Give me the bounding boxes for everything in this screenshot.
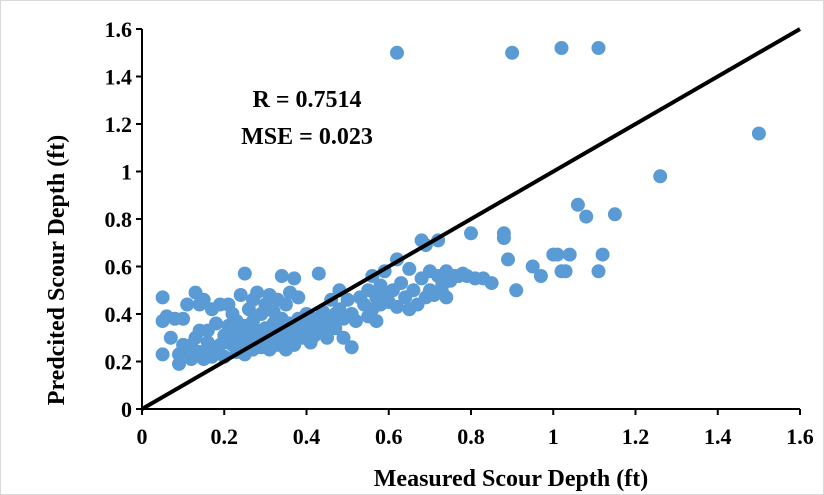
annotation-mse: MSE = 0.023 [241,124,373,150]
data-point-81 [287,271,302,286]
data-point-132 [402,261,417,276]
data-point-172 [579,209,594,224]
data-point-178 [751,126,766,141]
x-tick-label-3: 0.6 [375,424,403,449]
data-point-109 [340,292,355,307]
x-tick-label-2: 0.4 [293,424,321,449]
data-point-43 [233,288,248,302]
data-point-10 [180,297,195,312]
y-tick-label-2: 0.4 [105,302,133,327]
data-point-169 [558,264,573,279]
data-point-26 [209,316,223,331]
x-tick-label-4: 0.8 [457,424,485,449]
data-point-1 [155,347,170,362]
data-point-154 [464,226,478,241]
y-axis-title: Predcited Scour Depth (ft) [44,135,70,405]
data-point-171 [570,197,585,212]
data-point-0 [155,290,170,305]
x-tick-label-7: 1.4 [704,424,732,449]
x-axis-title: Measured Scour Depth (ft) [374,466,648,492]
data-point-167 [554,41,569,55]
data-point-19 [196,292,211,307]
data-point-111 [344,340,359,355]
y-tick-label-3: 0.6 [105,255,133,280]
data-point-157 [484,276,499,291]
data-point-162 [509,283,524,298]
x-tick-label-1: 0.2 [211,424,239,449]
data-point-166 [550,247,565,262]
y-tick-label-6: 1.2 [105,112,133,137]
data-point-112 [348,314,363,329]
data-point-95 [311,266,326,281]
data-point-159 [496,231,511,245]
x-tick-labels: 0 0.2 0.4 0.6 0.8 1 1.2 1.4 1.6 [137,424,814,449]
x-tick-label-5: 1 [548,424,559,449]
data-point-148 [439,290,454,305]
data-point-177 [653,169,668,184]
data-point-164 [533,269,548,283]
x-tick-label-0: 0 [137,424,148,449]
data-point-134 [406,283,421,298]
data-point-173 [591,41,606,55]
data-point-8 [176,311,191,326]
data-point-107 [336,330,351,345]
y-tick-label-1: 0.2 [105,350,133,375]
y-tick-label-8: 1.6 [105,17,133,42]
data-point-4 [163,330,178,345]
x-tick-label-8: 1.6 [786,424,814,449]
y-tick-label-7: 1.4 [105,65,133,90]
data-point-104 [328,321,343,336]
data-point-44 [237,266,252,281]
x-tick-label-6: 1.2 [622,424,650,449]
data-point-77 [278,297,293,312]
data-point-129 [390,299,404,314]
data-point-100 [320,330,335,345]
data-point-120 [369,314,384,329]
annotation-r: R = 0.7514 [252,87,361,113]
data-point-174 [591,264,606,279]
points-layer [155,41,766,371]
y-tick-label-4: 0.8 [105,207,133,232]
data-point-170 [562,247,577,262]
data-point-72 [274,269,289,283]
data-point-56 [250,285,265,300]
data-point-175 [595,247,610,262]
data-point-163 [525,259,540,274]
data-point-160 [501,252,515,267]
y-tick-label-5: 1 [121,160,132,185]
data-point-86 [291,290,306,305]
reference-line [140,27,802,411]
ticks-layer [136,28,801,415]
data-point-127 [390,45,404,60]
data-point-161 [505,45,520,60]
y-tick-labels: 0 0.2 0.4 0.6 0.8 1 1.2 1.4 1.6 [105,17,133,422]
data-point-176 [607,207,622,222]
y-tick-label-0: 0 [121,397,132,422]
data-point-130 [394,276,409,291]
